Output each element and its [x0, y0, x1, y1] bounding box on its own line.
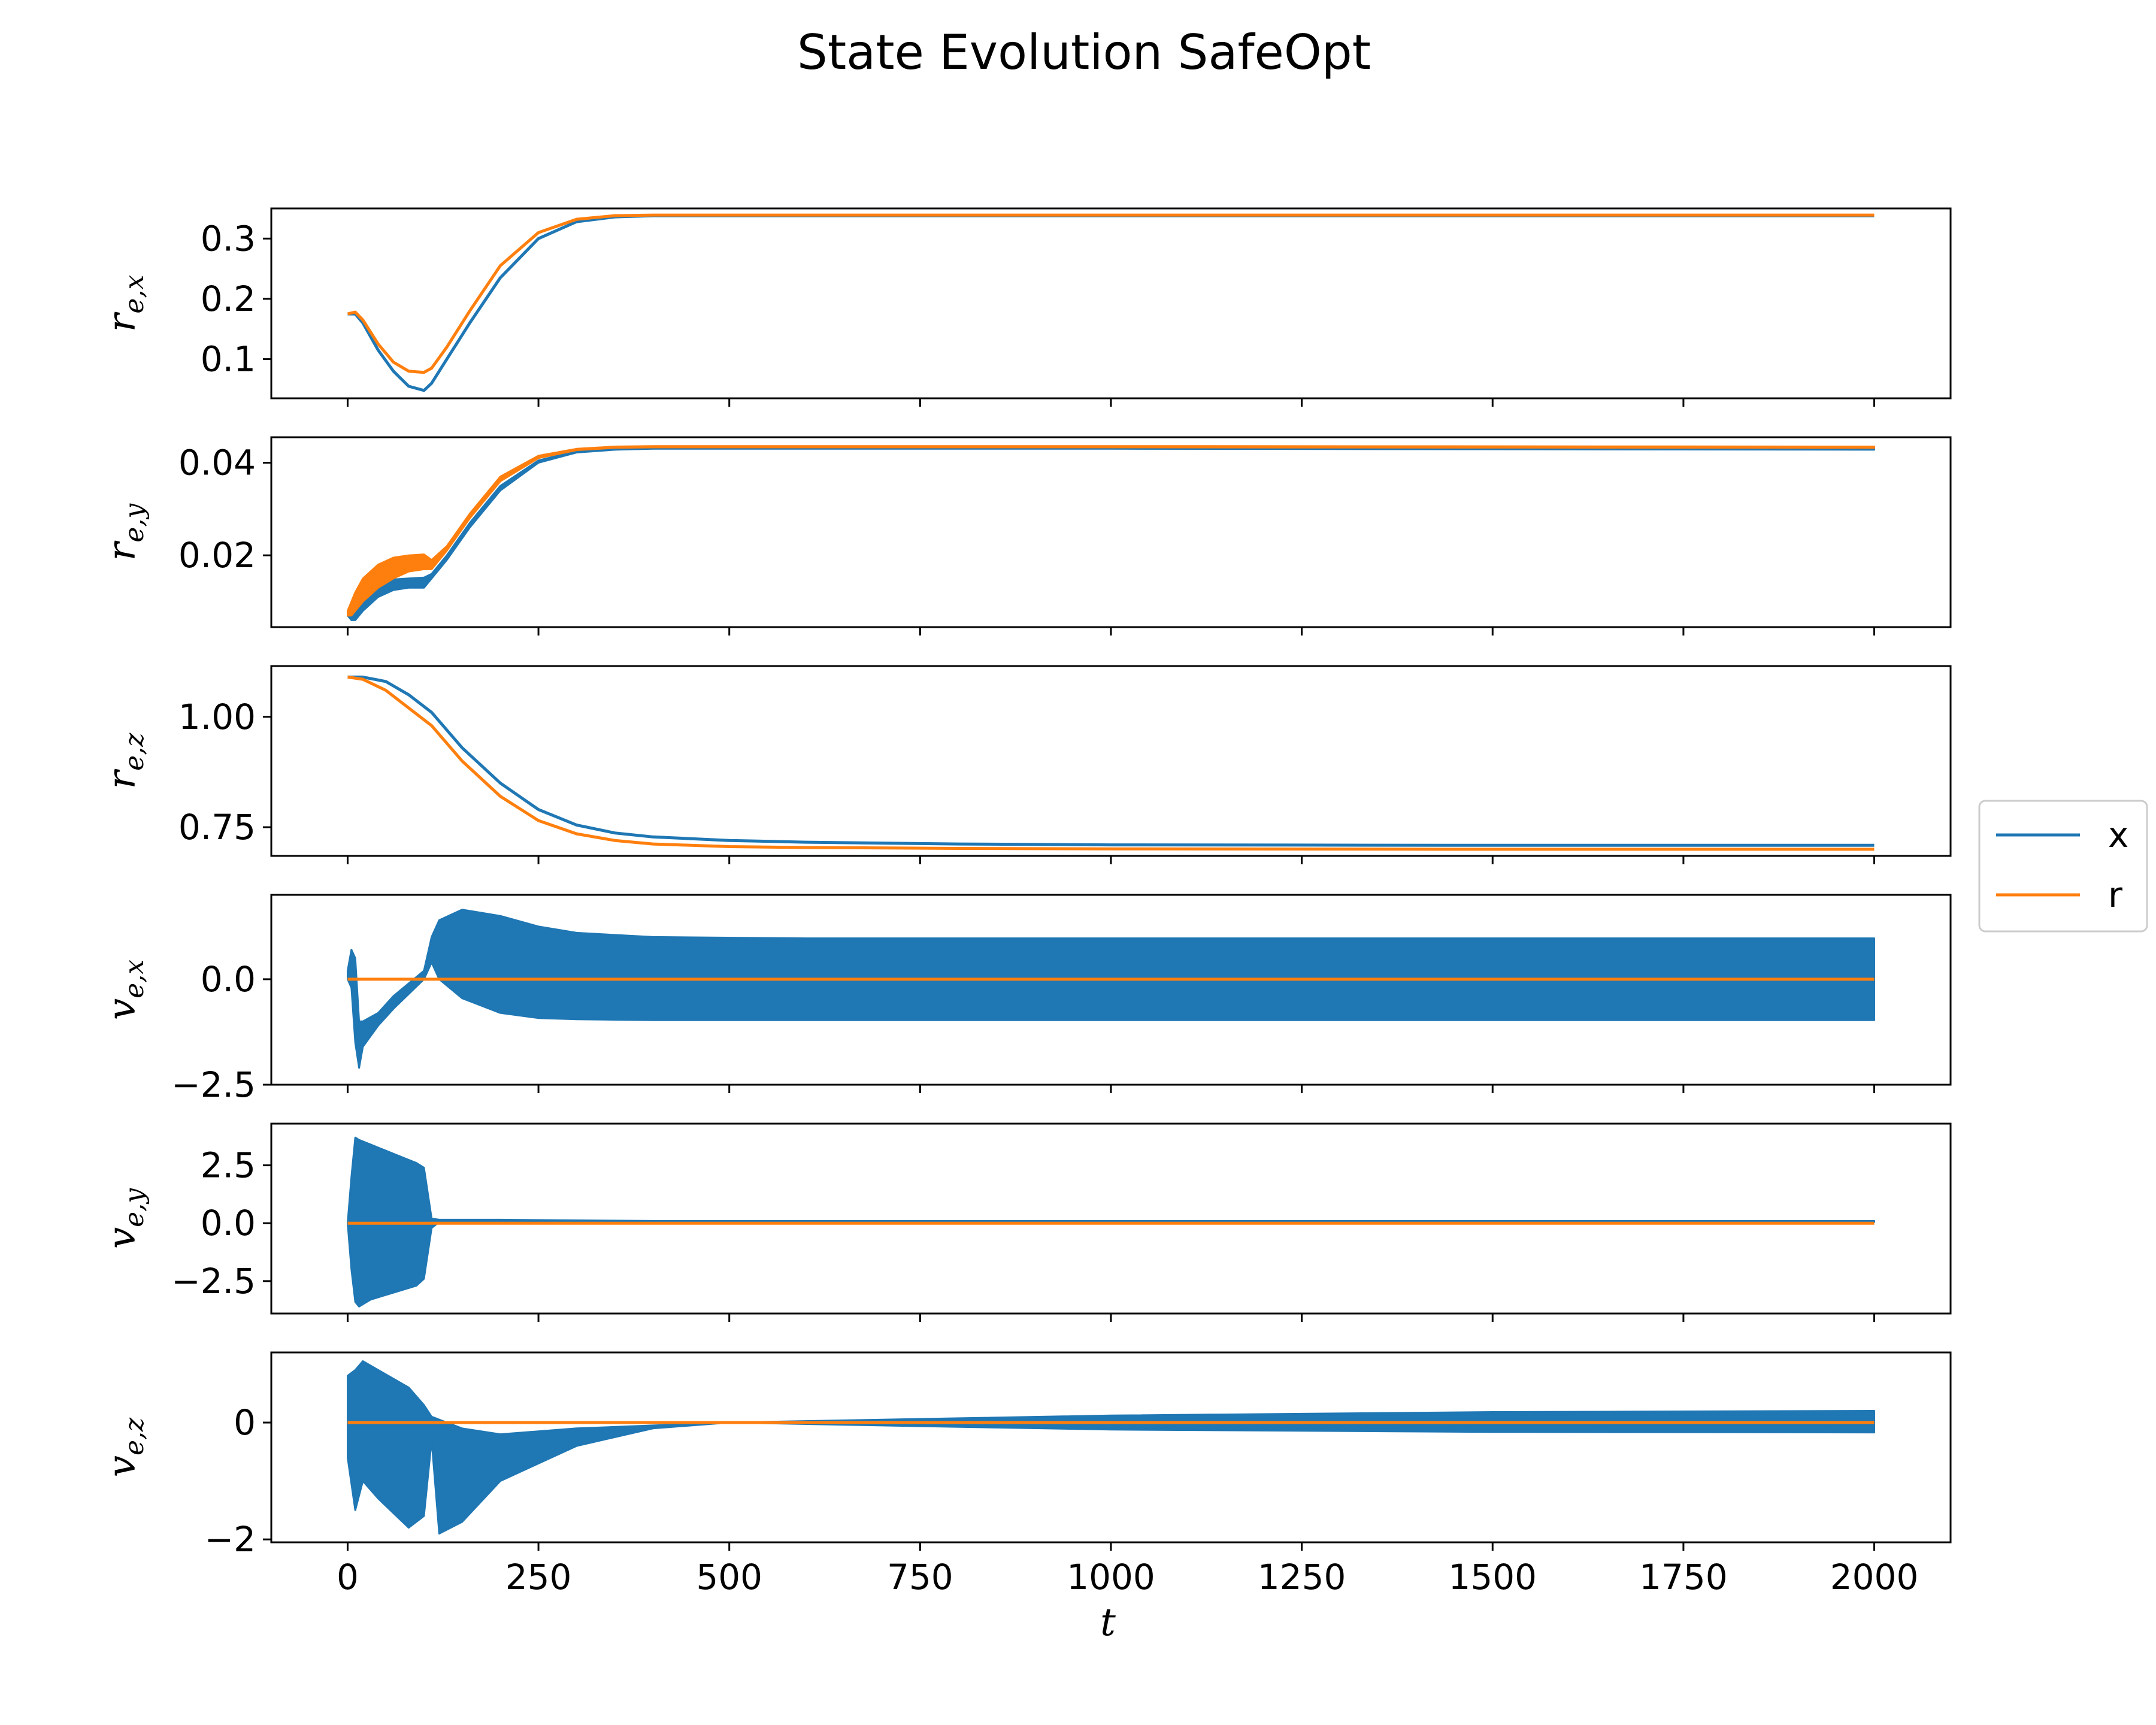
y-tick-label: 0.1 — [201, 339, 256, 380]
y-axis-label: re,x — [100, 275, 150, 332]
x-tick-label: 1500 — [1448, 1557, 1537, 1597]
subplot-1: 0.1 0.2 0.3 re,x — [100, 207, 1952, 407]
y-tick-label: 0.2 — [201, 279, 256, 319]
plot-area — [347, 213, 1875, 392]
y-tick-label: 0.0 — [201, 1203, 256, 1243]
y-tick-label: 0.02 — [178, 535, 256, 576]
x-tick-label: 2000 — [1830, 1557, 1919, 1597]
y-axis-label: ve,x — [100, 960, 150, 1020]
subplot-4: −2.5 0.0 ve,x — [100, 894, 1952, 1105]
y-axis-label: ve,z — [100, 1417, 150, 1477]
plot-area — [347, 1136, 1875, 1308]
y-tick-label: 0.04 — [178, 443, 256, 483]
subplot-2: 0.02 0.04 re,y — [100, 436, 1952, 635]
y-tick-label: 2.5 — [201, 1145, 256, 1186]
y-axis-label: ve,y — [100, 1188, 150, 1249]
chart-title: State Evolution SafeOpt — [797, 25, 1371, 80]
series-x-band — [347, 447, 1875, 621]
y-tick-label: 0 — [234, 1402, 256, 1443]
series-x-line — [347, 214, 1875, 392]
axes-frame — [270, 665, 1952, 857]
plot-area — [347, 445, 1875, 621]
series-r-line — [347, 213, 1875, 374]
axes-frame — [270, 1122, 1952, 1315]
plot-area — [347, 1360, 1875, 1535]
legend-label-r: r — [2108, 874, 2122, 915]
plot-area — [347, 909, 1875, 1069]
y-tick-label: 0.3 — [201, 218, 256, 259]
subplots: 0.1 0.2 0.3 re,x 0.02 0.04 re,y 0.75 1.00 re,z −2.… — [100, 207, 1952, 1597]
x-axis-label: t — [1100, 1600, 1116, 1645]
x-tick-label: 250 — [505, 1557, 572, 1597]
series-x-band — [347, 909, 1875, 1069]
subplot-6: −2 0 0 250 500 750 1000 1250 1500 1750 2000 ve,z — [100, 1351, 1952, 1597]
plot-area — [347, 675, 1875, 851]
y-tick-label: 1.00 — [178, 697, 256, 737]
y-tick-label: 0.0 — [201, 959, 256, 1000]
legend-label-x: x — [2108, 815, 2128, 855]
axes-frame — [270, 207, 1952, 400]
x-tick-label: 1000 — [1067, 1557, 1155, 1597]
y-tick-label: 0.75 — [178, 807, 256, 848]
series-x-line — [347, 675, 1875, 847]
series-r-line — [347, 675, 1875, 851]
x-tick-label: 1250 — [1258, 1557, 1346, 1597]
series-r-band — [347, 445, 1875, 617]
subplot-5: −2.5 0.0 2.5 ve,y — [100, 1122, 1952, 1322]
subplot-3: 0.75 1.00 re,z — [100, 665, 1952, 864]
legend: xr — [1978, 800, 2148, 933]
x-tick-label: 1750 — [1639, 1557, 1728, 1597]
y-axis-label: re,z — [100, 733, 150, 789]
y-tick-label: −2.5 — [171, 1261, 256, 1302]
series-x-band — [347, 1360, 1875, 1535]
x-tick-label: 0 — [337, 1557, 359, 1597]
y-tick-label: −2 — [205, 1519, 256, 1560]
y-axis-label: re,y — [100, 503, 150, 561]
y-tick-label: −2.5 — [171, 1064, 256, 1105]
x-tick-label: 750 — [887, 1557, 953, 1597]
x-tick-label: 500 — [696, 1557, 762, 1597]
